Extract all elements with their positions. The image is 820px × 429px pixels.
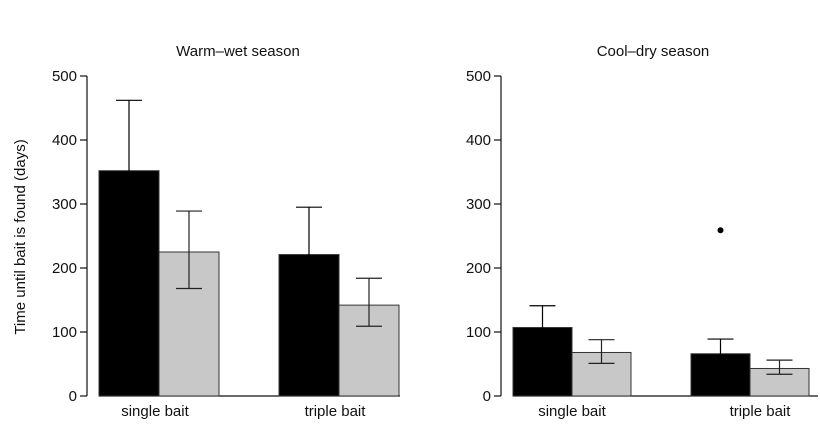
y-tick-label: 0	[69, 388, 77, 405]
y-tick-label: 500	[52, 68, 77, 85]
y-tick-label: 0	[483, 388, 491, 405]
category-label-single-bait: single bait	[121, 403, 189, 420]
y-tick-label: 400	[52, 132, 77, 149]
y-tick-label: 300	[52, 196, 77, 213]
panel-cool-dry: Cool–dry season 0 100 200 300 400 500 single …	[466, 43, 818, 420]
y-tick-label: 500	[466, 68, 491, 85]
panel-title-warm-wet: Warm–wet season	[176, 43, 300, 60]
y-tick-label: 300	[466, 196, 491, 213]
y-axis-label: Time until bait is found (days)	[12, 139, 29, 334]
category-label-triple-bait: triple bait	[305, 403, 367, 420]
category-label-single-bait: single bait	[538, 403, 606, 420]
plot-area-cool-dry: 0 100 200 300 400 500	[466, 68, 818, 405]
y-tick-label: 200	[52, 260, 77, 277]
plot-area-warm-wet: 0 100 200 300 400 500	[52, 68, 400, 405]
y-tick-label: 100	[466, 324, 491, 341]
outlier-point	[717, 227, 724, 234]
y-tick-label: 400	[466, 132, 491, 149]
y-tick-label: 200	[466, 260, 491, 277]
panel-warm-wet: Warm–wet season 0 100 200 300 400 500 single …	[52, 43, 400, 420]
y-tick-label: 100	[52, 324, 77, 341]
category-label-triple-bait: triple bait	[730, 403, 792, 420]
panel-title-cool-dry: Cool–dry season	[597, 43, 710, 60]
